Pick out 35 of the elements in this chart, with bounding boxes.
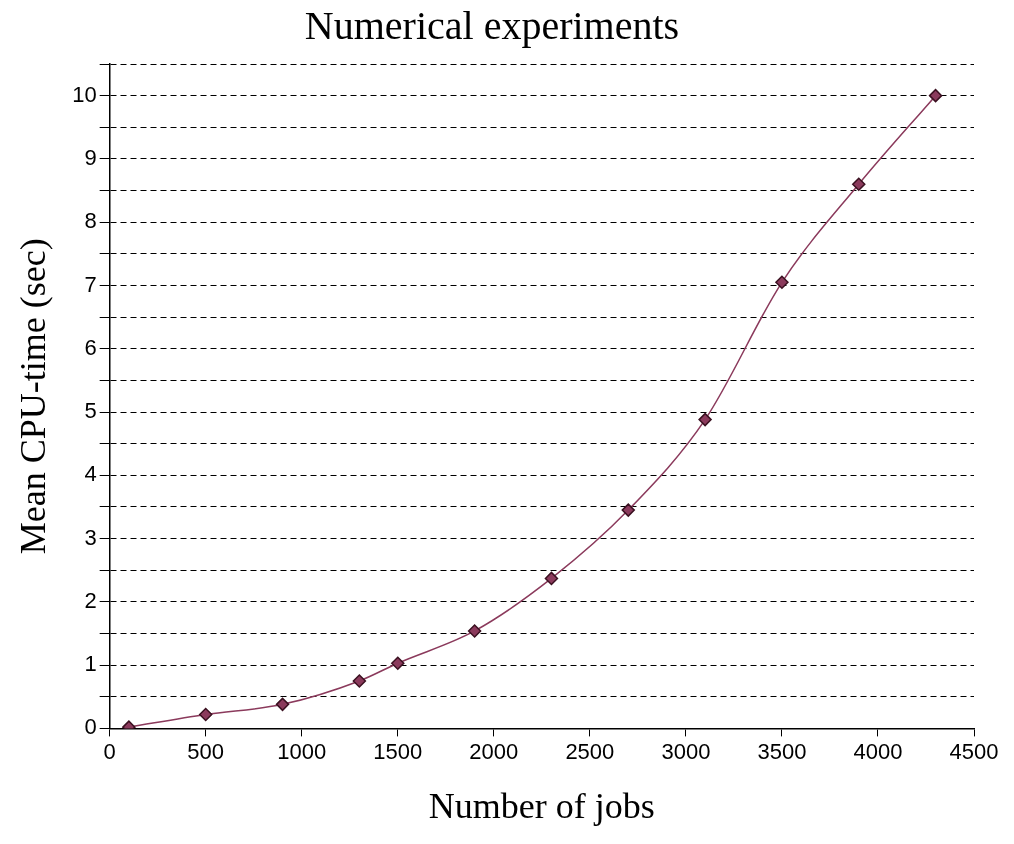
point bbox=[352, 674, 367, 688]
x-axis-title: Number of jobs bbox=[428, 785, 655, 826]
x-tick-label: 4000 bbox=[853, 738, 903, 764]
y-tick-label: 4 bbox=[84, 461, 97, 487]
y-tick-label: 3 bbox=[84, 524, 97, 550]
y-tick-label: 10 bbox=[72, 81, 97, 107]
point bbox=[198, 707, 213, 722]
x-tick-label: 1000 bbox=[277, 738, 327, 764]
point bbox=[775, 275, 789, 290]
point bbox=[544, 571, 559, 586]
point bbox=[928, 88, 943, 103]
x-tick-label: 3500 bbox=[757, 738, 807, 764]
x-tick-label: 2500 bbox=[565, 738, 615, 764]
y-tick-label: 6 bbox=[84, 334, 97, 360]
point bbox=[698, 412, 712, 427]
y-tick-label: 9 bbox=[84, 144, 97, 170]
y-tick-label: 5 bbox=[84, 398, 97, 424]
point bbox=[852, 177, 866, 191]
y-axis-title: Mean CPU-time (sec) bbox=[13, 238, 54, 555]
y-tick-label: 1 bbox=[84, 651, 97, 677]
point bbox=[621, 503, 636, 517]
point bbox=[467, 624, 482, 638]
point bbox=[391, 656, 405, 670]
y-tick-label: 0 bbox=[84, 714, 97, 740]
y-tick-label: 7 bbox=[84, 271, 97, 297]
x-tick-label: 500 bbox=[187, 738, 225, 764]
y-tick-label: 8 bbox=[84, 208, 97, 234]
x-tick-label: 1500 bbox=[373, 738, 423, 764]
chart-title: Numerical experiments bbox=[304, 2, 680, 48]
y-tick-label: 2 bbox=[84, 587, 97, 613]
x-tick-label: 3000 bbox=[661, 738, 711, 764]
x-tick-label: 4500 bbox=[949, 738, 999, 764]
x-tick-label: 0 bbox=[103, 738, 116, 764]
x-tick-label: 2000 bbox=[469, 738, 519, 764]
point bbox=[275, 697, 290, 712]
